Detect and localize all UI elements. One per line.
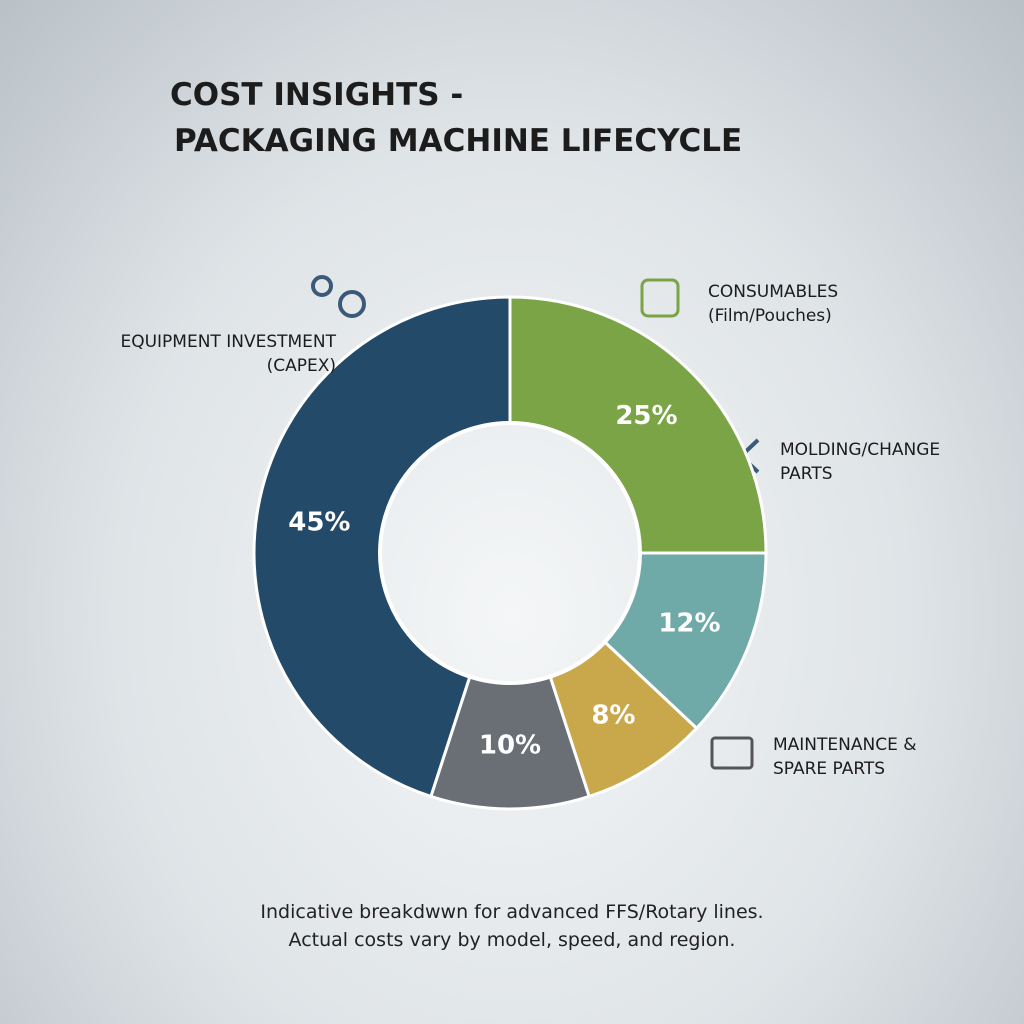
value-label: 10% xyxy=(479,731,541,761)
note-line: Actual costs vary by model, speed, and r… xyxy=(288,929,736,951)
value-label: 45% xyxy=(288,507,350,537)
category-label: EQUIPMENT INVESTMENT (CAPEX) xyxy=(120,332,336,376)
title-line: COST INSIGHTS - xyxy=(170,77,464,113)
category-label: MAINTENANCE & SPARE PARTS xyxy=(773,735,917,779)
title-line: PACKAGING MACHINE LIFECYCLE xyxy=(174,123,743,159)
note-line: Indicative breakdwwn for advanced FFS/Ro… xyxy=(260,901,764,923)
toolbox-icon xyxy=(710,736,754,770)
roll-icon xyxy=(640,278,680,318)
note: Indicative breakdwwn for advanced FFS/Ro… xyxy=(0,898,1024,954)
category-label: MOLDING/CHANGE PARTS xyxy=(780,440,941,484)
value-label: 25% xyxy=(615,401,677,431)
value-label: 8% xyxy=(591,700,635,730)
gear-icon xyxy=(311,275,366,318)
value-label: 12% xyxy=(658,609,720,639)
title: COST INSIGHTS - PACKAGING MACHINE LIFECY… xyxy=(170,72,742,164)
donut-hole-ring xyxy=(378,421,642,685)
category-label: CONSUMABLES (Film/Pouches) xyxy=(708,282,839,326)
